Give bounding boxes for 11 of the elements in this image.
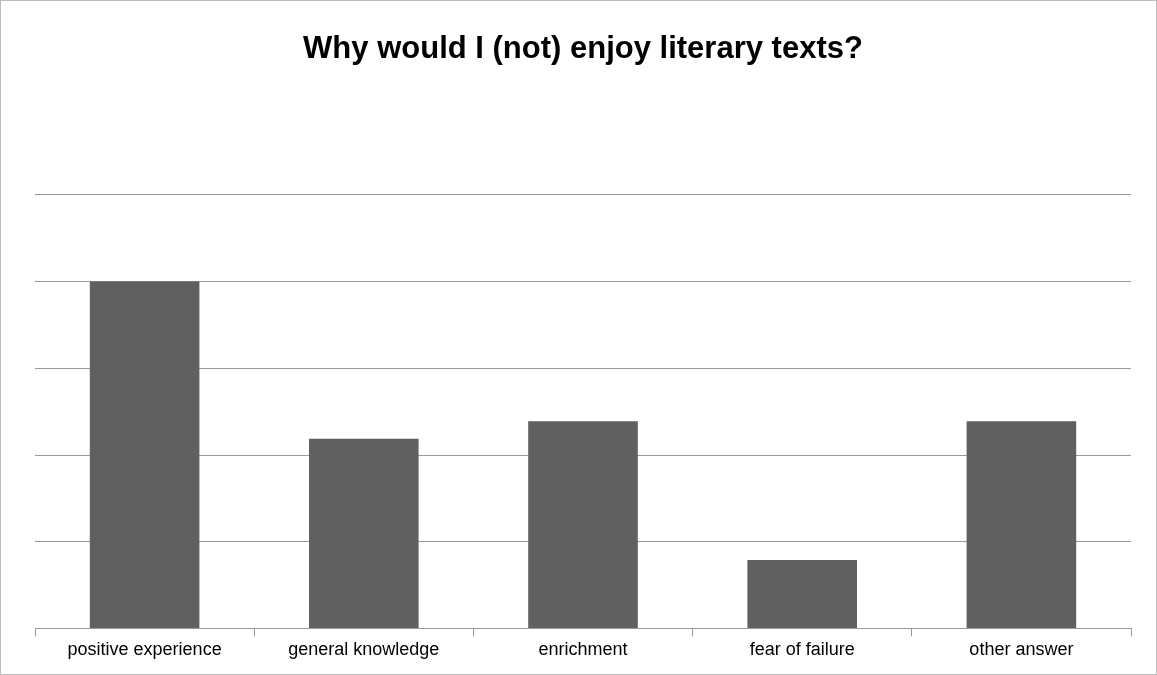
bar bbox=[528, 421, 638, 628]
x-tick-label: fear of failure bbox=[749, 639, 855, 660]
bar bbox=[747, 560, 857, 628]
x-tick-label: general knowledge bbox=[288, 639, 440, 660]
bar bbox=[309, 438, 419, 628]
bar bbox=[89, 281, 200, 628]
x-tick-label: positive experience bbox=[67, 639, 222, 660]
bar bbox=[966, 421, 1077, 628]
x-tick-label: other answer bbox=[969, 639, 1074, 660]
chart-title: Why would I (not) enjoy literary texts? bbox=[303, 30, 863, 66]
x-tick-label: enrichment bbox=[538, 639, 628, 660]
